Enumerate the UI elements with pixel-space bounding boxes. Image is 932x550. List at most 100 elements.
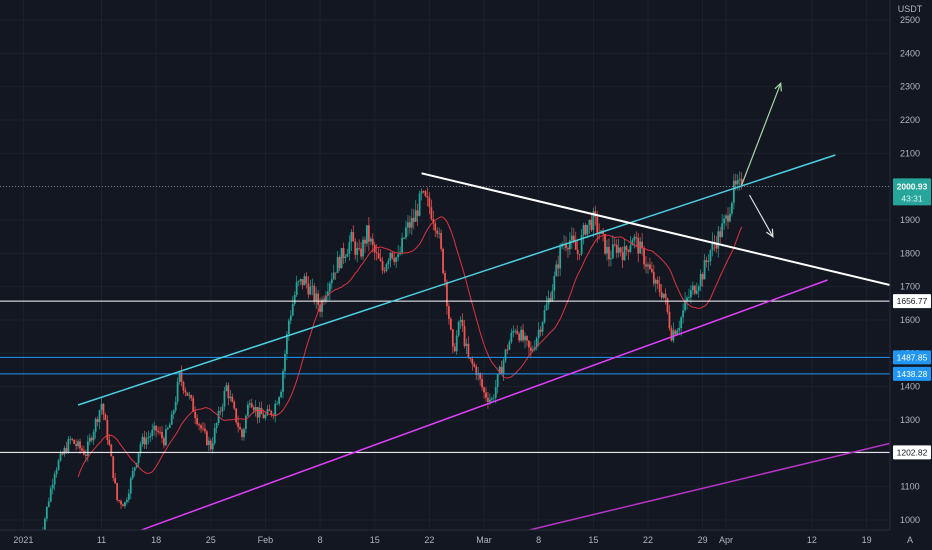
candle-body [344,256,347,259]
candle-body [537,329,540,339]
candle-body [96,419,99,423]
candle-body [492,397,495,399]
candle-body [356,248,359,255]
candle-body [572,235,575,242]
x-tick-label: 18 [151,535,161,545]
candle-body [108,439,111,445]
candle-body [139,444,142,454]
candle-body [332,272,335,280]
candle-body [498,366,501,375]
candle-body [278,397,281,404]
candle-body [360,248,362,257]
candle-body [514,330,517,332]
candle-body [375,252,378,254]
candle-body [166,427,169,430]
candle-body [178,372,181,383]
x-tick-label: 22 [424,535,434,545]
candle-body [631,240,634,246]
candle-body [633,236,636,241]
x-tick-label: 8 [536,535,541,545]
candle-body [174,401,177,411]
auto-scale-button[interactable]: A [907,535,913,545]
candle-body [467,343,470,358]
candle-body [551,290,554,301]
candle-body [565,243,567,249]
candle-body [522,329,524,341]
candle-body [137,453,140,464]
candle-body [53,474,56,485]
candle-body [695,290,698,294]
y-axis: 1000110012001300140015001600170018001900… [900,15,920,525]
candle-body [500,366,503,374]
candle-body [463,326,466,346]
candle-body [553,276,556,291]
candle-body [690,290,692,298]
level-price-tag [893,366,931,381]
candle-body [182,381,185,391]
candle-body [127,493,130,500]
candle-body [47,501,50,507]
candle-body [520,329,523,341]
candle-body [86,441,89,456]
candle-body [149,436,152,438]
candle-body [379,258,382,261]
arrow-head [765,228,774,238]
candle-body [629,245,632,252]
x-tick-label: Mar [476,535,492,545]
candle-body [299,279,302,282]
candle-body [559,246,562,269]
candle-body [164,429,167,446]
candle-body [676,330,679,335]
candle-body [496,374,499,388]
candle-body [45,506,48,519]
candle-body [364,239,366,244]
candle-body [643,248,645,265]
candle-body [727,215,729,222]
candle-body [408,222,411,228]
trendline [515,442,891,535]
candle-body [451,329,454,347]
candle-body [159,431,161,433]
candle-body [188,395,191,396]
candle-body [442,248,444,274]
candle-body [71,438,74,440]
candle-body [608,246,610,260]
candle-body [678,328,681,331]
candle-body [555,264,558,277]
candle-body [436,230,439,234]
candle-body [613,244,616,246]
candle-body [287,320,290,335]
candle-body [205,431,208,445]
current-price-label: 2000.93 [897,181,928,191]
y-tick-label: 1600 [900,315,920,325]
candle-body [73,439,76,444]
candle-body [94,419,97,432]
candle-body [524,336,526,341]
level-price-label: 1656.77 [897,296,928,306]
candle-body [307,283,310,295]
candle-body [313,285,316,302]
candle-body [190,395,193,399]
candle-body [471,358,474,364]
ma-line [77,216,743,478]
candle-body [430,207,433,220]
candle-body [200,425,202,429]
candle-body [732,180,735,203]
candle-body [684,300,686,311]
candle-body [465,343,468,346]
x-tick-label: 15 [588,535,598,545]
time-axis-panel[interactable] [0,530,932,550]
candle-body [693,285,696,294]
x-tick-label: 11 [97,535,106,545]
candle-body [309,286,312,295]
candle-body [246,404,249,416]
candle-body [395,257,398,262]
candle-body [254,406,257,411]
candle-body [707,261,710,263]
candle-body [535,338,538,348]
candle-body [241,429,243,438]
candle-body [112,456,115,478]
candle-body [625,246,628,250]
